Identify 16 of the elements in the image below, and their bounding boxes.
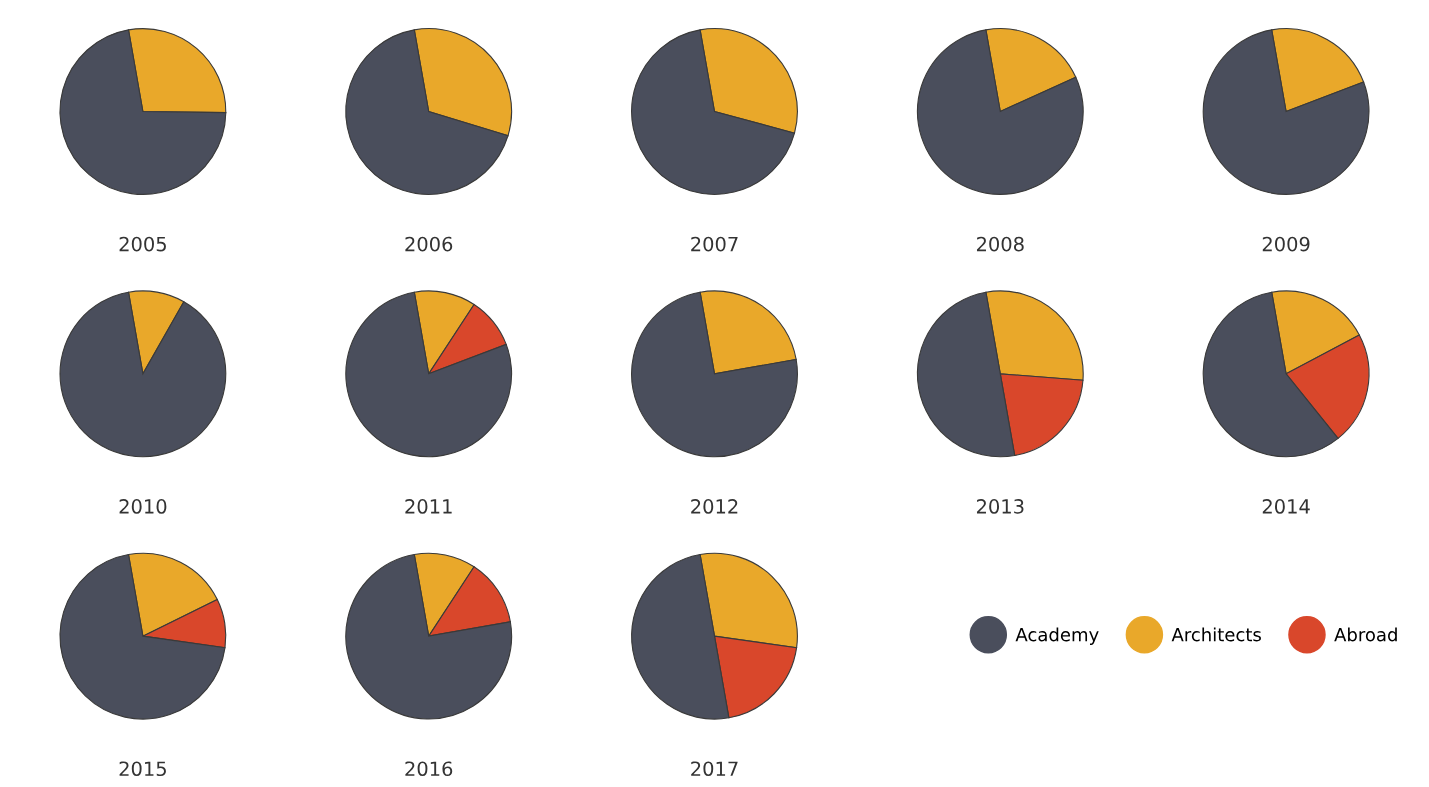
text: 2013 [976, 499, 1024, 514]
text: 2011 [405, 499, 452, 514]
text: 2016 [405, 761, 453, 777]
text: 2010 [119, 499, 167, 514]
text: 2014 [1262, 499, 1310, 514]
text: 2007 [691, 236, 738, 252]
text: 2009 [1262, 236, 1310, 252]
legend-label: Abroad [1334, 627, 1397, 642]
text: 2005 [119, 236, 166, 252]
legend-label: Academy [1015, 627, 1099, 645]
text: 2015 [119, 761, 166, 777]
legend-label: Architects [1171, 627, 1261, 642]
text: 2008 [976, 236, 1024, 252]
text: 2017 [691, 761, 738, 777]
text: 2012 [691, 499, 738, 514]
text: 2006 [405, 236, 453, 252]
